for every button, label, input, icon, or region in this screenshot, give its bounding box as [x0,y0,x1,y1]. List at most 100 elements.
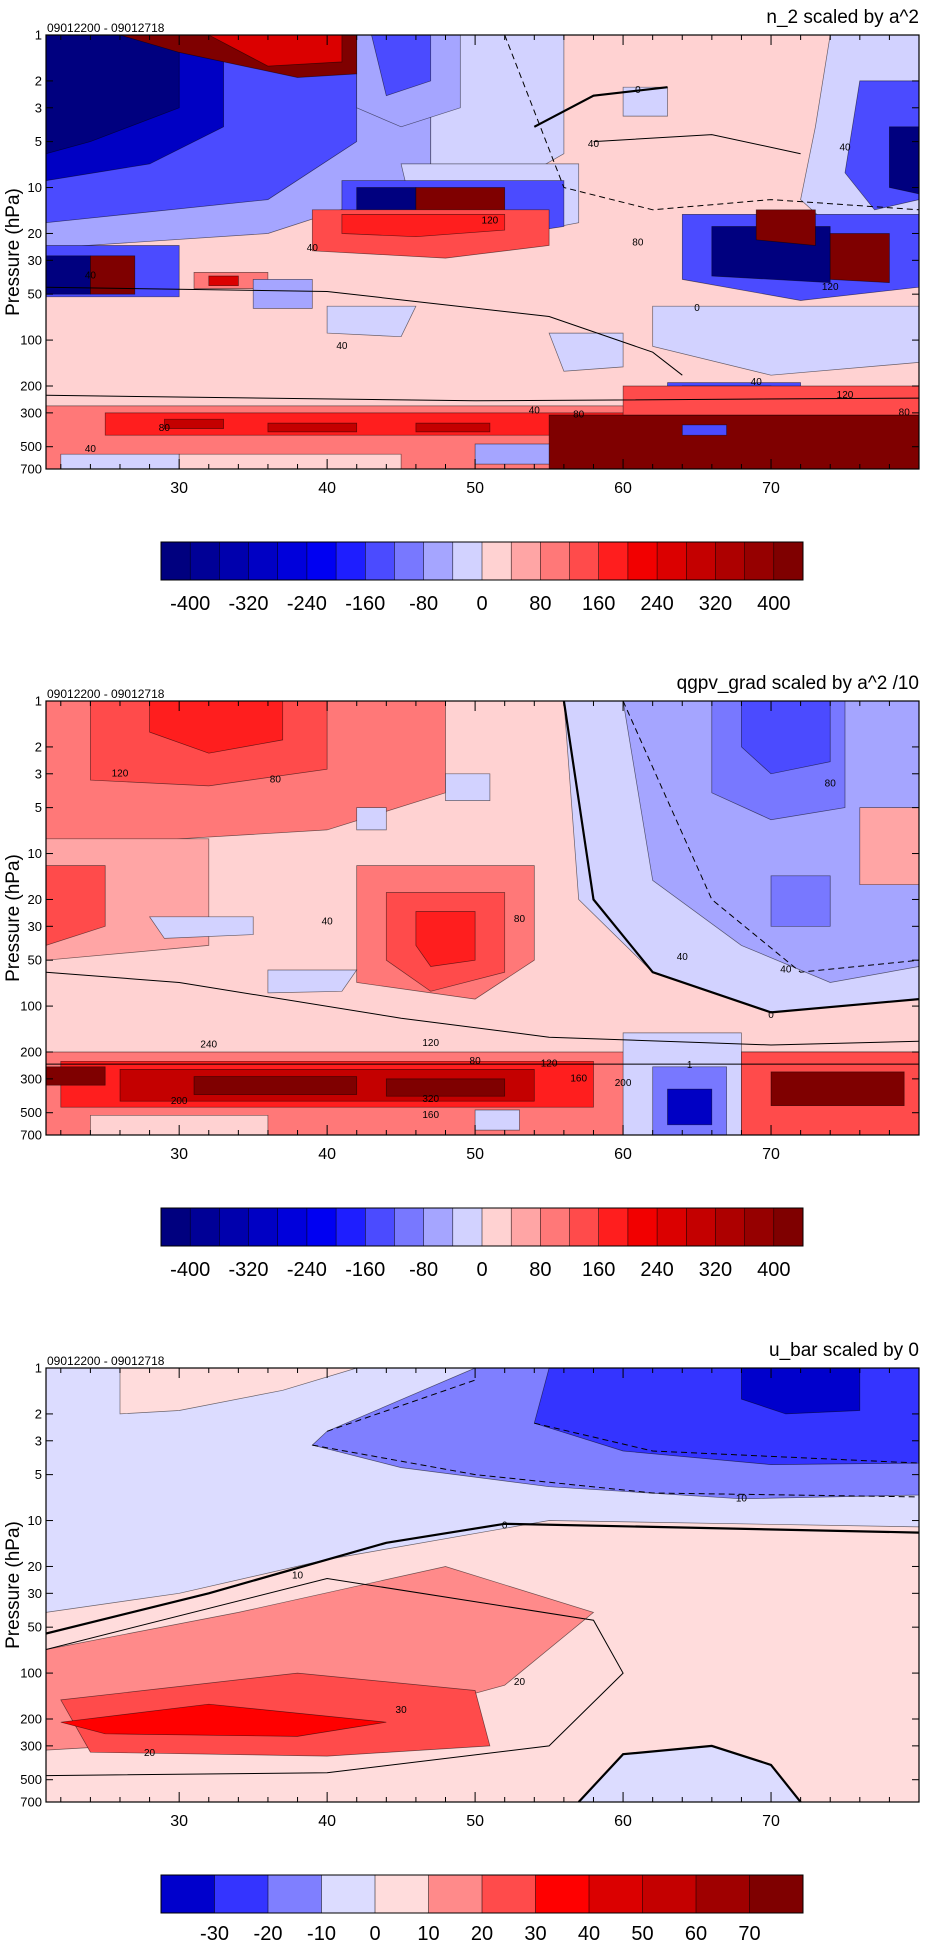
panel-1-contour-line [46,971,919,1046]
panel-2-ytick-label: 50 [28,1620,42,1635]
panel-0-contour-label: 120 [482,215,499,226]
panel-0-contour-label: 80 [573,410,585,421]
panel-2-colorbar-label: 0 [369,1923,380,1943]
panel-2-colorbar-label: 20 [471,1923,493,1943]
panel-1-contour-label: 80 [514,914,526,925]
panel-0-contour-line [46,394,919,402]
panel-1-field-region [149,701,284,754]
panel-1-xtick-label: 40 [318,1146,336,1163]
panel-1-ytick-label: 700 [20,1128,42,1143]
panel-0-field-region [326,305,417,338]
panel-0-colorbar-swatch [423,542,454,580]
panel-2-ytick-label: 2 [35,1406,42,1421]
panel-2-field: 10 0 10 20 30 20 [46,1368,919,1802]
panel-0-contour-label: 40 [529,405,541,416]
panel-1-colorbar-label: -80 [409,1259,438,1281]
panel-0-field-region [46,255,91,295]
panel-1-colorbar-label: 80 [529,1259,551,1281]
panel-2-colorbar-label: -30 [200,1923,229,1943]
panel-0-contour-label: 40 [839,143,851,154]
panel-1-contour-label: 160 [570,1074,587,1085]
panel-2-colorbar-swatch [268,1875,322,1913]
panel-0-field-region [164,418,224,429]
panel-1-colorbar-swatch [627,1208,658,1246]
panel-0-colorbar-swatch [657,542,687,580]
panel-2-colorbar-swatch [428,1875,483,1913]
panel-2-xtick-label: 60 [614,1813,632,1830]
panel-0-colorbar-swatch [540,542,570,580]
panel-0-colorbar-swatch [365,542,395,580]
panel-1-contour-label: 120 [422,1038,439,1049]
panel-1-colorbar-swatch [336,1208,366,1246]
panel-2-colorbar-swatch [375,1875,429,1913]
panel-2-xtick-label: 50 [466,1813,484,1830]
panel-2-colorbar-swatch [749,1875,804,1913]
panel-2-title: u_bar scaled by 0 [769,1340,919,1361]
panel-0-colorbar-swatch [627,542,658,580]
panel-1-colorbar-swatch [569,1208,600,1246]
panel-2-contour-label: 30 [396,1705,408,1716]
panel-0-colorbar-swatch [248,542,279,580]
panel-1-colorbar-swatch [715,1208,745,1246]
panel-0-contour-label: 80 [159,423,171,434]
panel-2-contour-line [46,1522,919,1635]
panel-1-colorbar-label: -400 [170,1259,210,1281]
panel-1-field-region [770,875,831,927]
panel-1-field: 120 80 80 40 80 40 40 0 120 80 240 120 160 200 200 320 1… [46,701,919,1135]
panel-1-ytick-label: 50 [28,953,42,968]
panel-2-colorbar-label: 30 [524,1923,546,1943]
panel-1-contour-label: 200 [615,1078,632,1089]
panel-1-colorbar-swatch [511,1208,541,1246]
panel-1-ytick-label: 5 [35,800,42,815]
panel-1-contour-label: 200 [171,1096,188,1107]
panel-2-colorbar-swatch [321,1875,376,1913]
panel-0-xtick-label: 40 [318,480,336,497]
panel-1-contour-label: 120 [112,768,129,779]
panel-0-colorbar-swatch [190,542,220,580]
panel-0-ytick-label: 30 [28,253,42,268]
panel-0-contour-label: 80 [899,408,911,419]
panel-2-xtick-label: 40 [318,1813,336,1830]
panel-1-contour-label: 40 [780,965,792,976]
panel-2-ytick-label: 5 [35,1467,42,1482]
panel-2-xtick-label: 70 [762,1813,780,1830]
panel-1-contour-label: 40 [322,916,334,927]
panel-0-colorbar-label: 80 [529,593,551,615]
panel-1-colorbar-label: -240 [287,1259,327,1281]
panel-1-xtick-label: 30 [170,1146,188,1163]
panel-0-xtick-label: 30 [170,480,188,497]
panel-0-contour-line [533,86,668,128]
panel-0-field-region [889,126,919,195]
panel-0-colorbar-label: 320 [699,593,732,615]
panel-1-colorbar: -400 -320 -240 -160 -80 0 80 160 240 320 400 [160,1207,804,1281]
panel-1-ytick-label: 30 [28,919,42,934]
panel-0-ytick-label: 3 [35,100,42,115]
panel-1-field-region [667,1088,713,1126]
panel-1-colorbar-label: -320 [229,1259,269,1281]
panel-2-colorbar-label: -10 [307,1923,336,1943]
panel-0-field-region [622,385,919,416]
panel-0-contour-label: 40 [85,444,97,455]
panel-0-field-region [252,279,313,309]
panel-1-field-region [356,807,387,831]
panel-0-ytick-label: 2 [35,73,42,88]
panel-0-ytick-label: 10 [28,180,42,195]
panel-0-field-region [208,35,343,67]
panel-1-colorbar-label: 240 [640,1259,673,1281]
panel-1-contour-label: 1 [687,1060,693,1071]
panel-1-field-region [415,911,476,967]
panel-1-ytick-label: 100 [20,999,42,1014]
panel-1-contour-label: 80 [825,779,837,790]
panel-2-colorbar-swatch [642,1875,697,1913]
panel-2-field-region [60,1703,387,1737]
panel-2-colorbar-label: 70 [738,1923,760,1943]
panel-0-ytick-label: 300 [20,405,42,420]
panel-1-colorbar-swatch [423,1208,454,1246]
panel-2-contour-line [326,1379,476,1432]
panel-1-colorbar-swatch [365,1208,395,1246]
panel-2-colorbar-swatch [161,1875,215,1913]
panel-0-colorbar-swatch [452,542,483,580]
panel-2-contour-line [46,1577,624,1777]
panel-1-field-region [445,773,491,801]
